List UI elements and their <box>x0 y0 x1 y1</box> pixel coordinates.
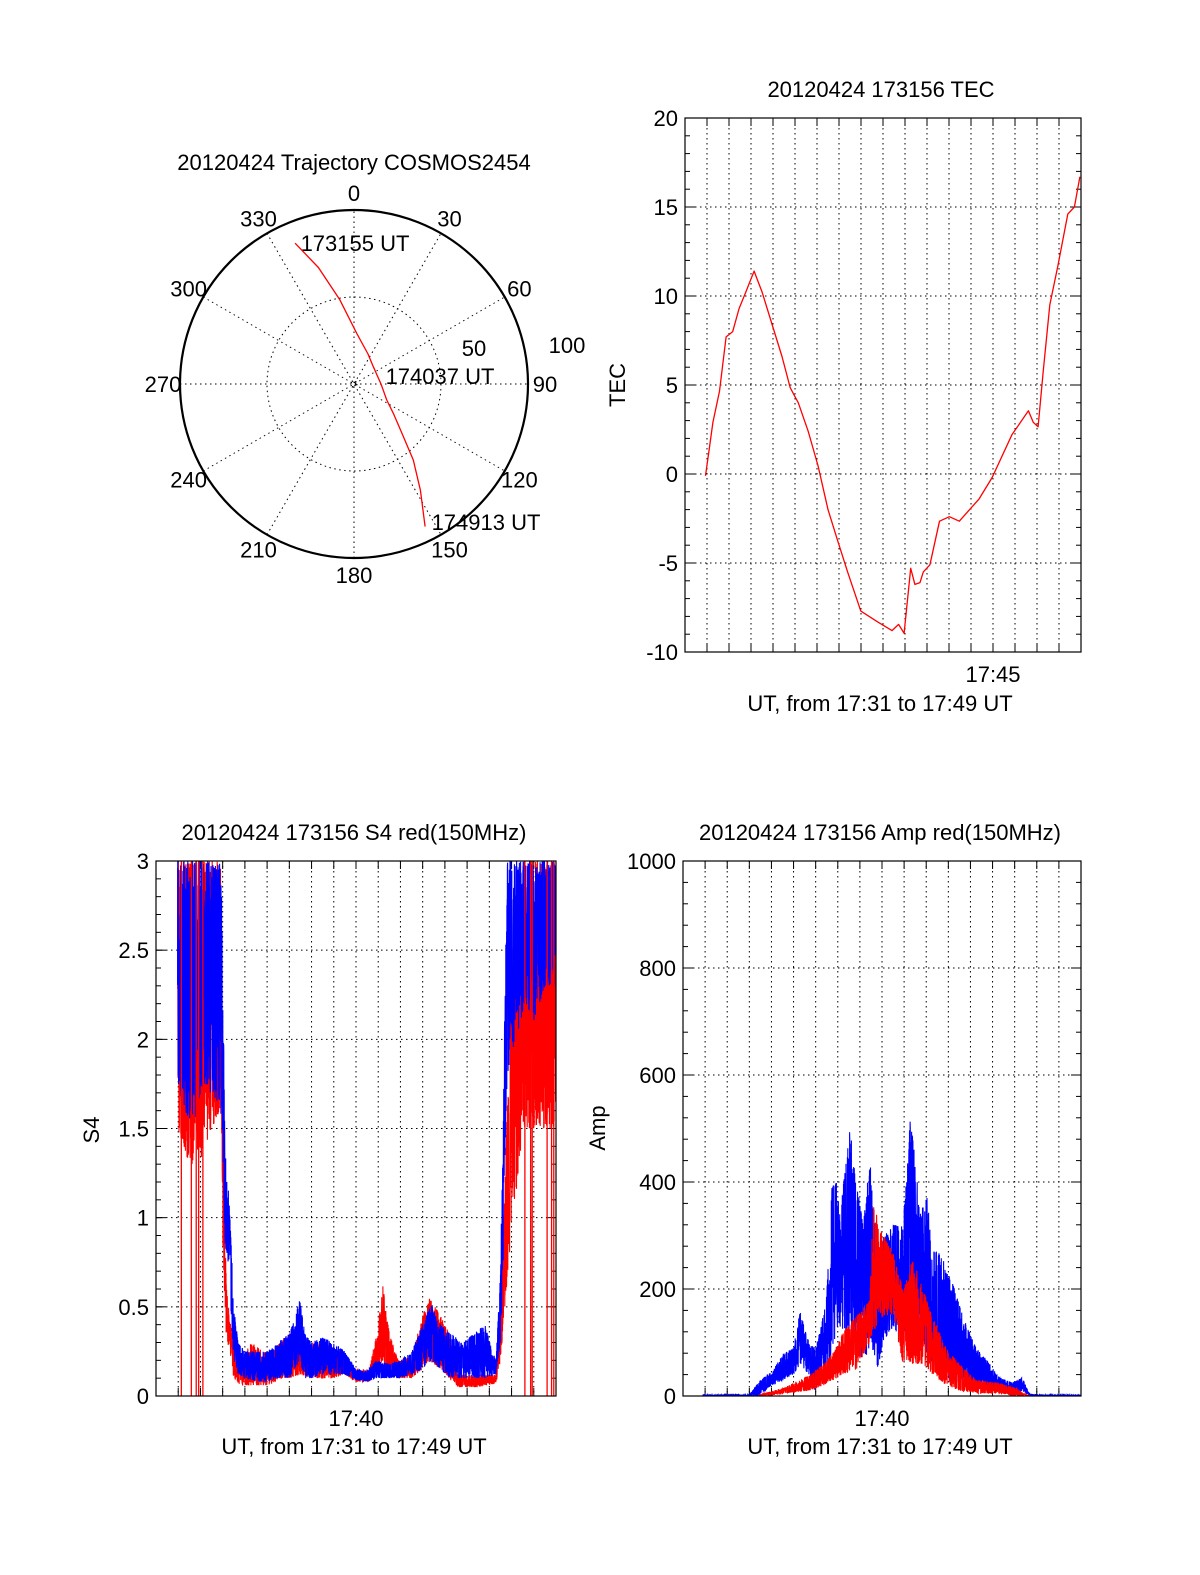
s4-y-tick-label: 3 <box>137 849 149 874</box>
amp-y-axis-label: Amp <box>585 1105 610 1150</box>
tec-series-TEC <box>704 176 1081 634</box>
s4-y-tick-label: 0.5 <box>118 1295 149 1320</box>
s4-x-tick-label: 17:40 <box>328 1406 383 1431</box>
polar-outer-ring <box>178 208 530 560</box>
polar-title: 20120424 Trajectory COSMOS2454 <box>177 150 530 175</box>
trajectory-line <box>294 242 426 527</box>
s4-y-tick-label: 1 <box>137 1206 149 1231</box>
polar-center-ring <box>350 380 358 388</box>
s4-series-blue <box>177 861 556 1383</box>
annotation-end-time: 174913 UT <box>432 510 541 535</box>
s4-title: 20120424 173156 S4 red(150MHz) <box>182 820 527 845</box>
tec-y-tick-label: -10 <box>646 640 678 665</box>
azimuth-label-210: 210 <box>240 537 277 562</box>
s4-data <box>177 861 556 1396</box>
amp-series-red <box>757 1207 1031 1396</box>
s4-plot-frame <box>155 860 557 1397</box>
s4-y-tick-label: 0 <box>137 1384 149 1409</box>
tec-y-tick-label: 0 <box>666 462 678 487</box>
azimuth-label-90: 90 <box>533 372 557 397</box>
polar-spoke <box>203 296 505 472</box>
polar-spoke <box>266 233 442 535</box>
azimuth-label-120: 120 <box>501 468 538 493</box>
annotation-mid-time: 174037 UT <box>386 364 495 389</box>
amp-y-tick-label: 800 <box>639 956 676 981</box>
amp-y-tick-label: 200 <box>639 1277 676 1302</box>
tec-x-axis-label: UT, from 17:31 to 17:49 UT <box>747 691 1012 716</box>
tec-y-tick-label: 10 <box>654 284 678 309</box>
radial-label-100: 100 <box>549 333 586 358</box>
tec-data <box>704 176 1081 634</box>
tec-y-tick-label: 5 <box>666 373 678 398</box>
amp-plot-frame <box>682 860 1082 1397</box>
tec-y-tick-label: 15 <box>654 195 678 220</box>
s4-y-axis-label: S4 <box>79 1117 104 1144</box>
amp-y-tick-label: 400 <box>639 1170 676 1195</box>
amp-panel: 20120424 173156 Amp red(150MHz) UT, from… <box>585 820 1082 1459</box>
polar-spoke <box>266 233 442 535</box>
amp-data <box>702 1121 1081 1396</box>
polar-spoke <box>203 296 505 472</box>
s4-y-tick-label: 2.5 <box>118 938 149 963</box>
azimuth-label-300: 300 <box>170 277 207 302</box>
amp-x-axis-label: UT, from 17:31 to 17:49 UT <box>747 1434 1012 1459</box>
tec-y-tick-label: 20 <box>654 106 678 131</box>
amp-x-tick-label: 17:40 <box>854 1406 909 1431</box>
radial-label-50: 50 <box>462 336 486 361</box>
azimuth-label-240: 240 <box>170 468 207 493</box>
amp-y-tick-label: 1000 <box>627 849 676 874</box>
tec-panel: 20120424 173156 TEC UT, from 17:31 to 17… <box>605 77 1082 716</box>
tec-y-axis-label: TEC <box>605 363 630 407</box>
azimuth-label-60: 60 <box>507 277 531 302</box>
amp-y-tick-label: 600 <box>639 1063 676 1088</box>
amp-y-tick-label: 0 <box>664 1384 676 1409</box>
azimuth-label-330: 330 <box>240 207 277 232</box>
tec-y-tick-label: -5 <box>658 551 678 576</box>
azimuth-label-0: 0 <box>348 181 360 206</box>
amp-title: 20120424 173156 Amp red(150MHz) <box>699 820 1061 845</box>
tec-title: 20120424 173156 TEC <box>767 77 994 102</box>
azimuth-label-30: 30 <box>437 207 461 232</box>
s4-x-axis-label: UT, from 17:31 to 17:49 UT <box>221 1434 486 1459</box>
tec-x-tick-label: 17:45 <box>965 662 1020 687</box>
annotation-start-time: 173155 UT <box>301 231 410 256</box>
s4-y-tick-label: 2 <box>137 1027 149 1052</box>
s4-y-tick-label: 1.5 <box>118 1117 149 1142</box>
azimuth-label-270: 270 <box>145 372 182 397</box>
azimuth-label-150: 150 <box>431 537 468 562</box>
polar-trajectory-panel: 20120424 Trajectory COSMOS2454 50 100 17… <box>145 150 586 588</box>
s4-panel: 20120424 173156 S4 red(150MHz) UT, from … <box>79 820 557 1459</box>
azimuth-label-180: 180 <box>336 563 373 588</box>
tec-plot-frame <box>684 117 1082 653</box>
